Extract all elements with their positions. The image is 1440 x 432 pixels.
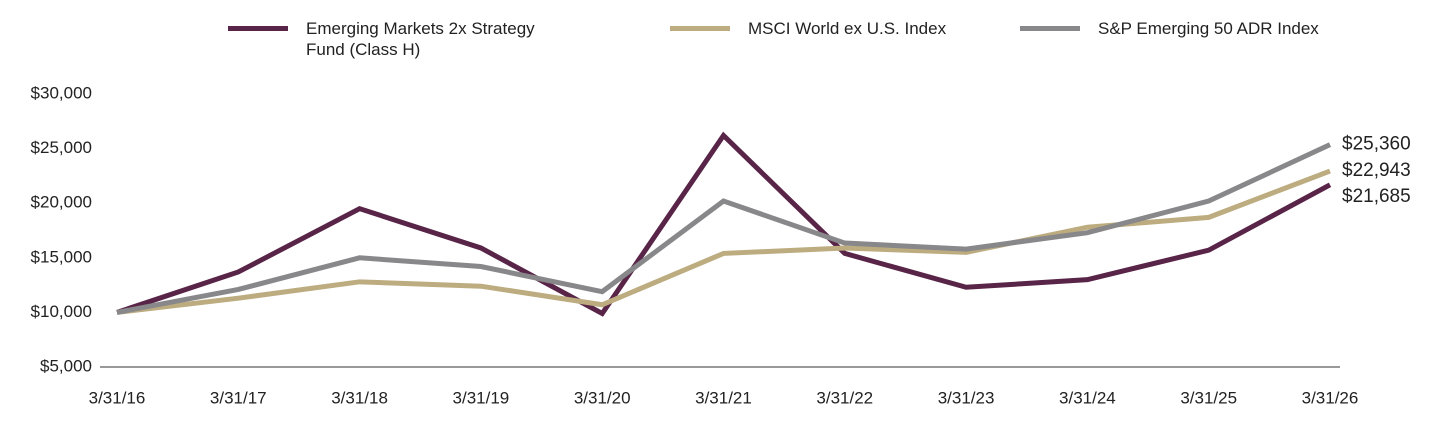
x-tick-label: 3/31/19 — [453, 388, 510, 407]
legend-item: MSCI World ex U.S. Index — [670, 18, 970, 39]
y-tick-label: $5,000 — [40, 356, 92, 375]
y-tick-label: $20,000 — [31, 193, 92, 212]
x-tick-label: 3/31/23 — [938, 388, 995, 407]
y-tick-label: $25,000 — [31, 138, 92, 157]
x-tick-label: 3/31/24 — [1059, 388, 1116, 407]
x-tick-label: 3/31/17 — [210, 388, 267, 407]
legend-label: MSCI World ex U.S. Index — [748, 19, 947, 38]
x-tick-label: 3/31/26 — [1302, 388, 1359, 407]
legend-swatch — [670, 26, 730, 31]
y-tick-label: $30,000 — [31, 83, 92, 102]
legend-label: S&P Emerging 50 ADR Index — [1098, 19, 1319, 38]
series-line — [116, 142, 1332, 315]
y-tick-label: $10,000 — [31, 302, 92, 321]
legend-swatch — [1020, 26, 1080, 31]
x-tick-label: 3/31/20 — [574, 388, 631, 407]
x-tick-label: 3/31/16 — [89, 388, 146, 407]
legend-item: Emerging Markets 2x Strategy Fund (Class… — [228, 18, 568, 60]
value-label: $21,685 — [1342, 186, 1411, 207]
legend-swatch — [228, 26, 288, 31]
legend-label: Emerging Markets 2x Strategy Fund (Class… — [306, 19, 535, 59]
x-tick-label: 3/31/22 — [816, 388, 873, 407]
legend-item: S&P Emerging 50 ADR Index — [1020, 18, 1360, 39]
x-tick-label: 3/31/21 — [695, 388, 752, 407]
series-line — [116, 131, 1332, 317]
legend: Emerging Markets 2x Strategy Fund (Class… — [0, 18, 1440, 68]
value-label: $25,360 — [1342, 134, 1411, 155]
x-tick-label: 3/31/25 — [1180, 388, 1237, 407]
x-tick-label: 3/31/18 — [331, 388, 388, 407]
value-label: $22,943 — [1342, 160, 1411, 181]
y-tick-label: $15,000 — [31, 247, 92, 266]
